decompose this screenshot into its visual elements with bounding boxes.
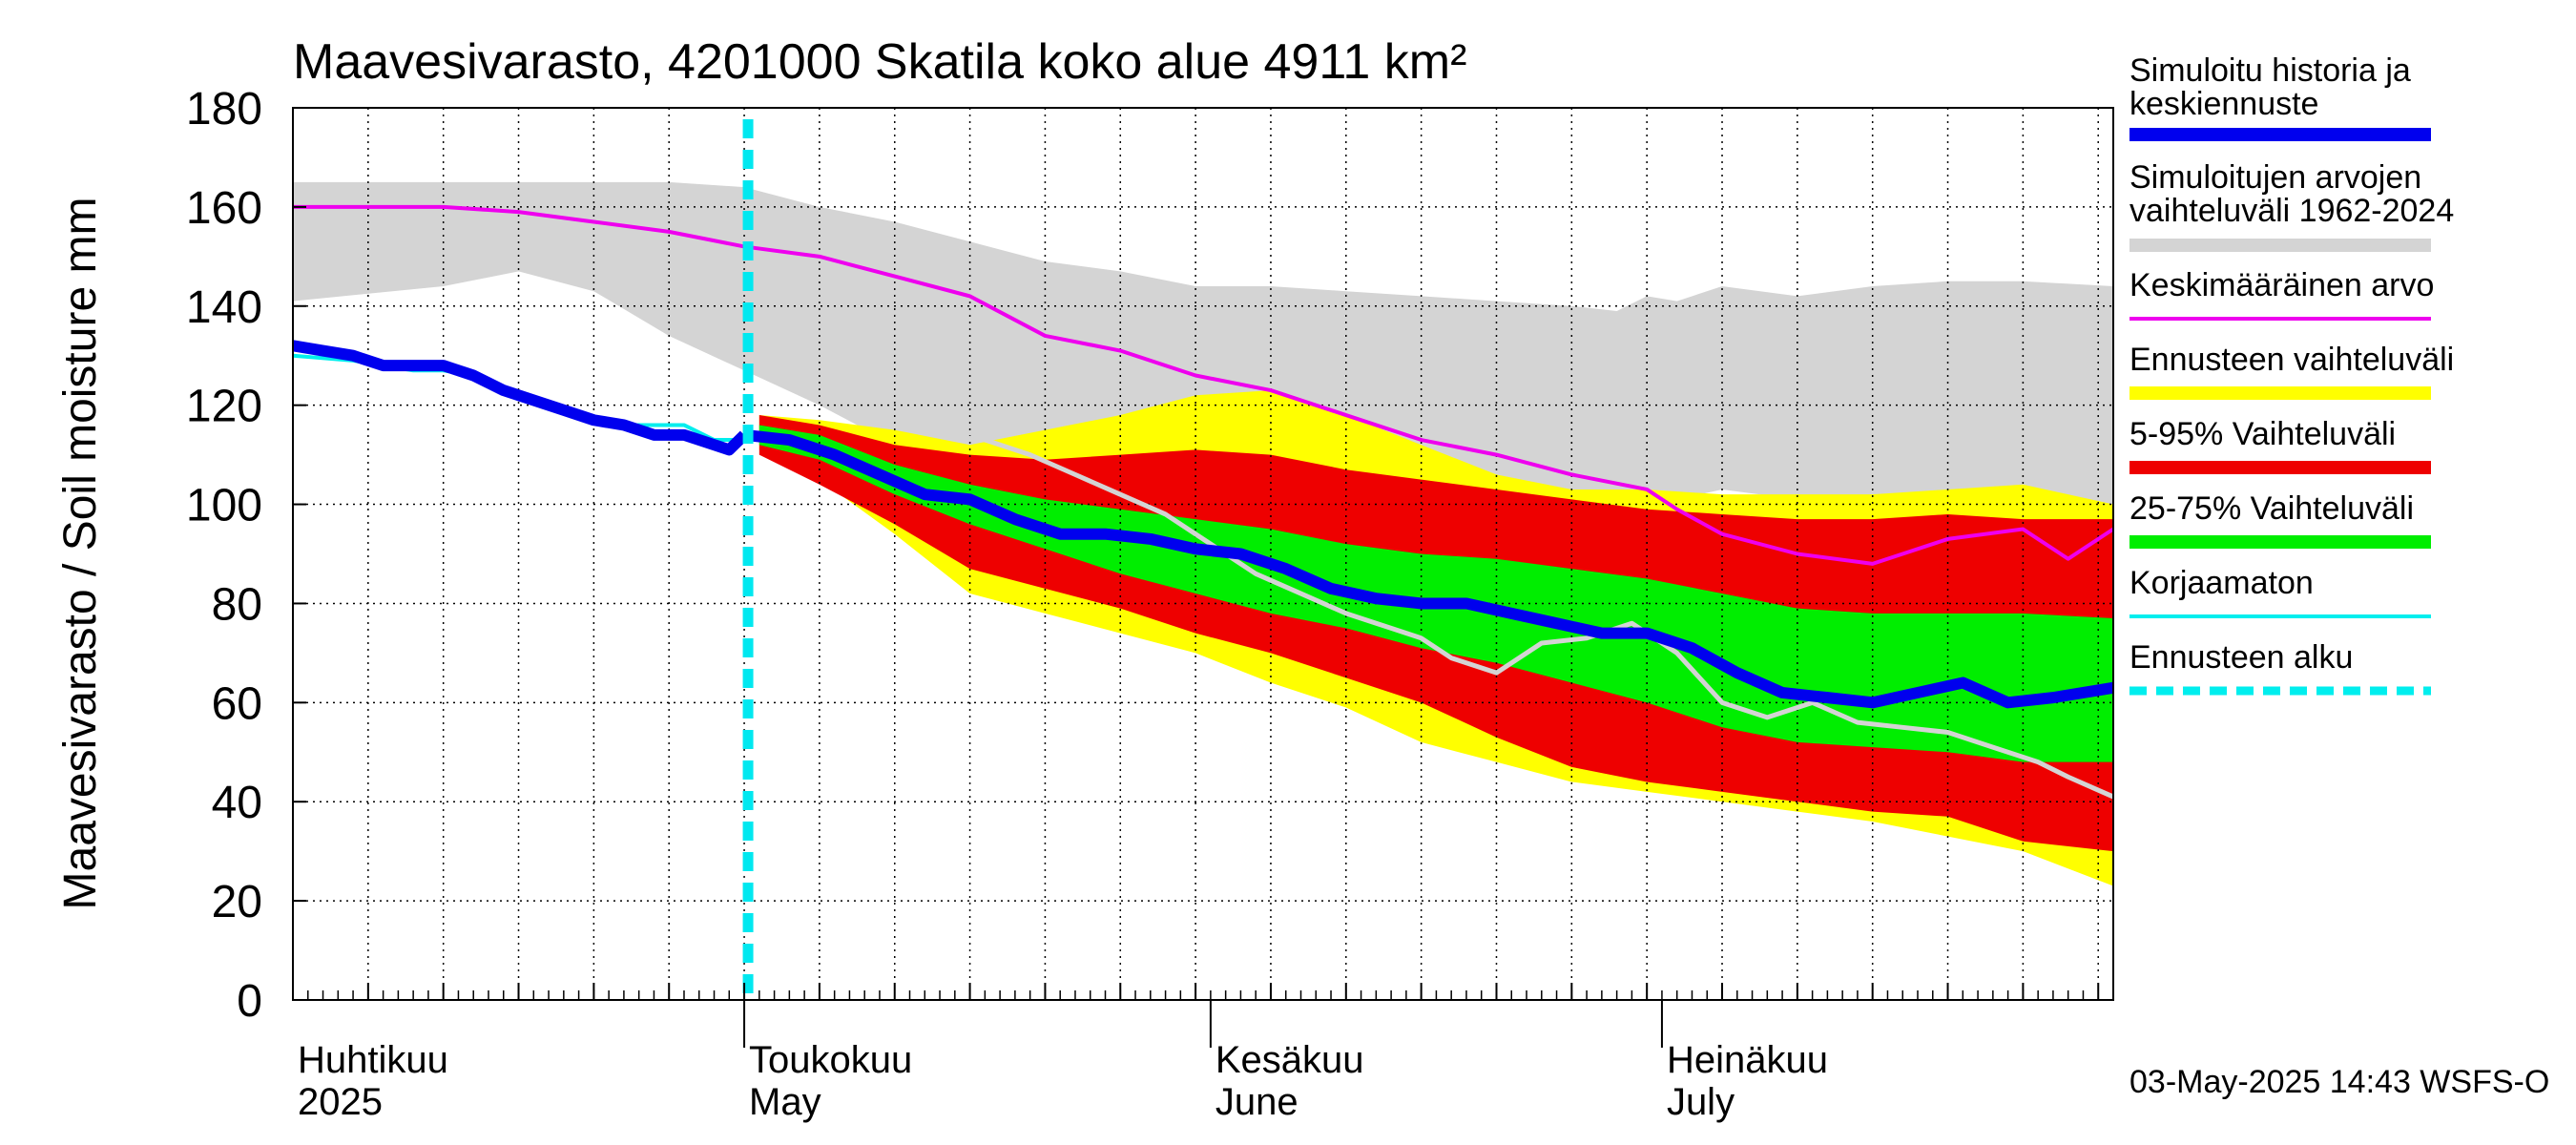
legend: Simuloitu historia ja keskiennuste Simul…	[2129, 52, 2454, 696]
legend-label: Simuloitujen arvojen vaihteluväli 1962-2…	[2129, 159, 2454, 229]
y-tick-label: 180	[186, 84, 262, 135]
legend-label: Ennusteen alku	[2129, 639, 2353, 676]
legend-label: 5-95% Vaihteluväli	[2129, 416, 2396, 452]
legend-label-line: keskiennuste	[2129, 86, 2318, 122]
legend-label: Keskimääräinen arvo	[2129, 267, 2434, 303]
footer-timestamp: 03-May-2025 14:43 WSFS-O	[2129, 1064, 2549, 1100]
legend-label: Simuloitu historia ja keskiennuste	[2129, 52, 2420, 122]
y-tick-label: 140	[186, 282, 262, 333]
history-range-area	[293, 181, 2113, 534]
mean-line	[293, 204, 2113, 566]
legend-label: 25-75% Vaihteluväli	[2129, 490, 2414, 527]
y-tick-label: 80	[212, 579, 262, 630]
month-label-en: July	[1667, 1081, 1735, 1123]
y-tick-label: 20	[212, 877, 262, 927]
legend-label-line: Simuloitujen arvojen	[2129, 159, 2421, 196]
y-axis-label: Maavesivarasto / Soil moisture mm	[55, 198, 106, 910]
series-lines	[293, 204, 2113, 800]
legend-label: Korjaamaton	[2129, 565, 2314, 601]
plot-frame	[292, 107, 2114, 1001]
y-tick-label: 120	[186, 382, 262, 432]
y-tick-label: 60	[212, 678, 262, 729]
legend-label-line: vaihteluväli 1962-2024	[2129, 193, 2454, 229]
legend-label-line: Simuloitu historia ja	[2129, 52, 2411, 89]
median-forecast-line	[743, 428, 2113, 709]
legend-label: Ennusteen vaihteluväli	[2129, 342, 2454, 378]
uncorrected-forecast-line	[939, 432, 2113, 800]
y-tick-labels: 0 20 40 60 80 100 120 140 160 180	[186, 84, 262, 1027]
month-label: Huhtikuu	[298, 1039, 448, 1081]
range-25-75-area	[758, 425, 2113, 762]
y-tick-label: 160	[186, 183, 262, 234]
month-label-en: June	[1215, 1081, 1298, 1123]
forecast-bands	[758, 390, 2113, 886]
y-tick-label: 100	[186, 481, 262, 531]
month-label: Toukokuu	[749, 1039, 912, 1081]
y-tick-label: 0	[237, 976, 262, 1027]
chart-title: Maavesivarasto, 4201000 Skatila koko alu…	[293, 34, 1466, 90]
month-label: Kesäkuu	[1215, 1039, 1364, 1081]
simulated-history-line	[293, 340, 749, 456]
history-range-band	[293, 181, 2113, 534]
month-label-en: May	[749, 1081, 821, 1123]
y-tick-label: 40	[212, 778, 262, 828]
month-label-en: 2025	[298, 1081, 383, 1123]
month-label: Heinäkuu	[1667, 1039, 1828, 1081]
axis-ticks	[292, 107, 2114, 1048]
grid-lines	[293, 108, 2113, 1000]
